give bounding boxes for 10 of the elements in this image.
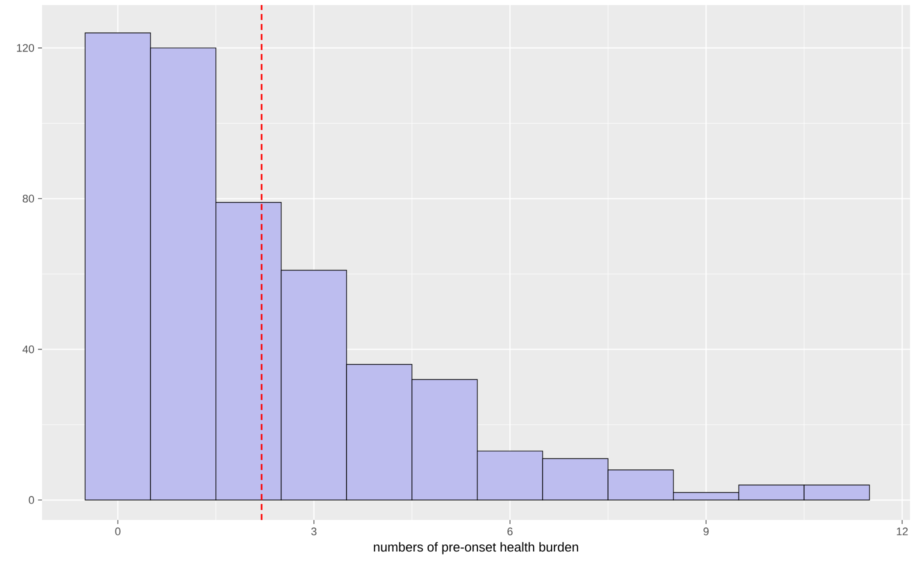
- y-tick-label: 40: [22, 345, 34, 354]
- x-axis-title: numbers of pre-onset health burden: [374, 542, 578, 554]
- y-tick-label: 120: [17, 44, 34, 52]
- x-tick-label: 6: [508, 528, 513, 536]
- x-tick-label: 9: [704, 528, 709, 536]
- y-tick-label: 80: [22, 194, 34, 203]
- y-tick-label: 0: [28, 496, 34, 504]
- x-tick-label: 0: [115, 528, 120, 536]
- x-tick-label: 3: [311, 528, 316, 536]
- x-tick-label: 12: [896, 528, 908, 536]
